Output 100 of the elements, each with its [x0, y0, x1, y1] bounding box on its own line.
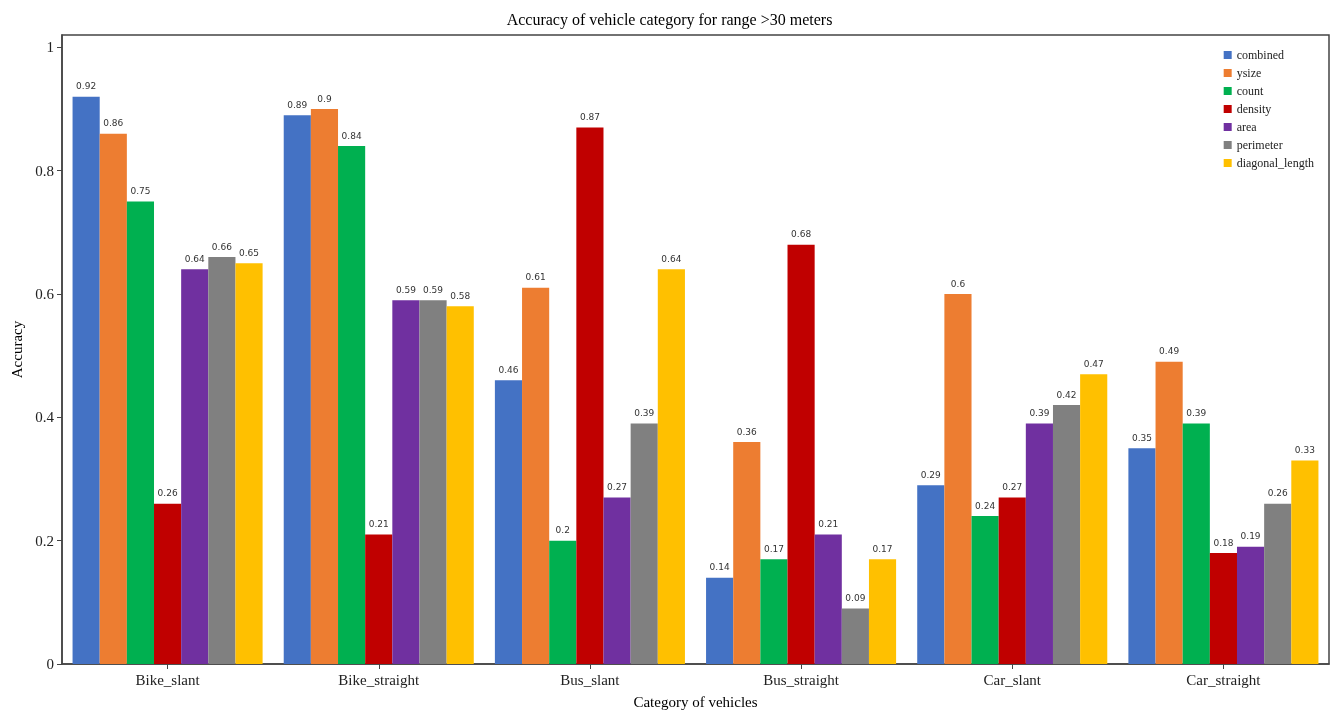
bar: [1236, 546, 1265, 664]
bar: [72, 96, 100, 664]
bar: [1182, 423, 1210, 664]
bar: [576, 127, 604, 664]
data-label: 0.27: [607, 482, 628, 492]
bar: [126, 201, 155, 664]
bar: [392, 300, 420, 664]
bar: [814, 534, 842, 664]
data-label: 0.24: [975, 500, 996, 511]
bar: [706, 577, 734, 664]
bar: [1025, 423, 1053, 664]
data-label: 0.42: [1056, 389, 1077, 400]
bar: [181, 269, 209, 664]
data-label: 0.17: [763, 543, 784, 554]
data-label: 0.09: [845, 593, 866, 603]
legend-label: combined: [1236, 48, 1285, 62]
bar: [208, 257, 236, 664]
x-tick-label: Bus_slant: [560, 671, 621, 688]
data-label: 0.19: [1240, 531, 1261, 542]
x-tick-label: Car_slant: [983, 671, 1042, 688]
data-label: 0.49: [1159, 346, 1180, 357]
y-tick-label: 1: [46, 39, 54, 56]
bar: [1264, 503, 1292, 664]
y-tick-label: 0.4: [35, 409, 55, 426]
bar: [1052, 405, 1081, 664]
data-label: 0.6: [950, 278, 966, 289]
data-label: 0.39: [1029, 408, 1050, 418]
x-axis-title: Category of vehicles: [633, 693, 758, 710]
bar: [1080, 374, 1108, 664]
legend-label: area: [1236, 120, 1258, 134]
data-label: 0.86: [103, 118, 124, 129]
bar: [944, 294, 972, 664]
y-tick-label: 0.2: [35, 532, 54, 549]
data-label: 0.14: [709, 562, 730, 573]
y-tick-label: 0: [46, 656, 54, 672]
bar: [446, 306, 474, 664]
y-tick-label: 0.8: [35, 162, 54, 179]
data-label: 0.9: [317, 93, 332, 104]
y-tick-label: 0.6: [35, 286, 55, 302]
data-label: 0.21: [368, 519, 389, 529]
data-label: 0.61: [525, 272, 546, 283]
legend-label: count: [1236, 84, 1265, 98]
bar: [971, 516, 999, 664]
data-label: 0.29: [920, 469, 942, 480]
bar: [760, 559, 788, 664]
data-label: 0.92: [76, 81, 97, 92]
data-label: 0.59: [395, 284, 417, 295]
y-axis-title: Accuracy: [8, 320, 25, 379]
x-tick-label: Bus_straight: [763, 671, 840, 688]
bar: [99, 133, 127, 664]
data-label: 0.64: [184, 253, 206, 264]
bar: [1291, 460, 1319, 664]
legend-label: perimeter: [1236, 138, 1283, 152]
bar: [1128, 448, 1156, 664]
data-label: 0.84: [341, 130, 362, 141]
data-label: 0.39: [634, 408, 655, 418]
data-label: 0.17: [872, 543, 893, 554]
data-label: 0.33: [1294, 445, 1315, 455]
data-label: 0.35: [1131, 432, 1152, 443]
bar: [365, 534, 393, 664]
data-label: 0.46: [498, 364, 519, 375]
bar: [338, 146, 366, 664]
data-label: 0.68: [791, 229, 812, 240]
data-label: 0.18: [1213, 537, 1234, 548]
bar: [1155, 361, 1183, 664]
data-label: 0.58: [450, 290, 471, 301]
bar: [868, 559, 897, 664]
x-tick-label: Bike_straight: [338, 671, 420, 688]
data-label: 0.47: [1083, 358, 1104, 369]
bar: [235, 263, 263, 664]
chart-title: Accuracy of vehicle category for range >30 meters: [506, 10, 833, 29]
bar: [917, 485, 945, 664]
bar: [630, 423, 658, 664]
legend-label: ysize: [1236, 66, 1262, 80]
bar: [603, 497, 631, 664]
bar: [310, 109, 339, 664]
data-label: 0.26: [1267, 488, 1289, 499]
data-label: 0.27: [1002, 482, 1023, 492]
data-label: 0.2: [555, 525, 570, 536]
bar: [841, 608, 869, 664]
data-label: 0.39: [1186, 408, 1207, 418]
bar: [522, 287, 550, 664]
data-label: 0.75: [130, 186, 151, 196]
bar: [657, 269, 685, 664]
data-label: 0.26: [157, 488, 178, 499]
data-label: 0.65: [239, 247, 260, 258]
legend-label: density: [1236, 102, 1272, 116]
data-label: 0.21: [818, 519, 839, 529]
bar: [494, 380, 523, 664]
data-label: 0.59: [423, 284, 444, 295]
data-label: 0.66: [211, 241, 233, 252]
bar: [549, 540, 577, 664]
bar: [733, 442, 761, 664]
legend-label: diagonal_length: [1236, 156, 1315, 170]
bar: [419, 300, 447, 664]
data-label: 0.36: [736, 426, 758, 437]
bar: [787, 244, 815, 664]
bar: [283, 115, 311, 664]
bar: [998, 497, 1026, 664]
data-label: 0.64: [661, 253, 682, 264]
